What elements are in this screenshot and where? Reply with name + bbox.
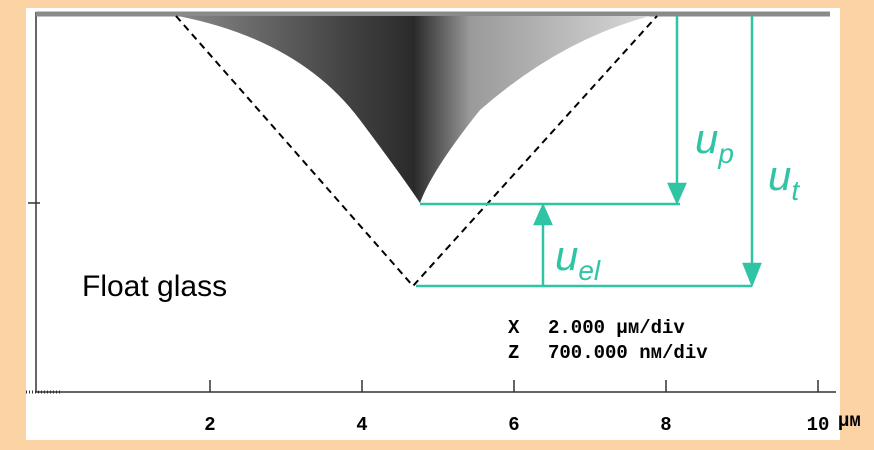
scale-x-axis: X <box>508 317 520 339</box>
x-tick-label: 6 <box>508 414 519 436</box>
material-label: Float glass <box>82 270 227 303</box>
x-tick-label: 8 <box>660 414 671 436</box>
scale-z-value: 700.000 nм/div <box>548 342 708 364</box>
symbol: u <box>555 232 578 279</box>
scale-x-value: 2.000 µм/div <box>548 317 685 339</box>
scale-z-axis: Z <box>508 342 519 364</box>
x-tick-label: 2 <box>204 414 215 436</box>
symbol: u <box>695 115 718 162</box>
subscript: el <box>578 255 601 286</box>
symbol: u <box>768 152 791 199</box>
subscript: t <box>791 175 800 206</box>
x-tick-label: 10 <box>807 414 830 436</box>
subscript: p <box>717 138 734 169</box>
x-tick-label: 4 <box>356 414 367 436</box>
figure: up ut uel Float glass X 2.000 µм/div Z 7… <box>0 0 874 450</box>
x-unit: µм <box>838 410 861 432</box>
